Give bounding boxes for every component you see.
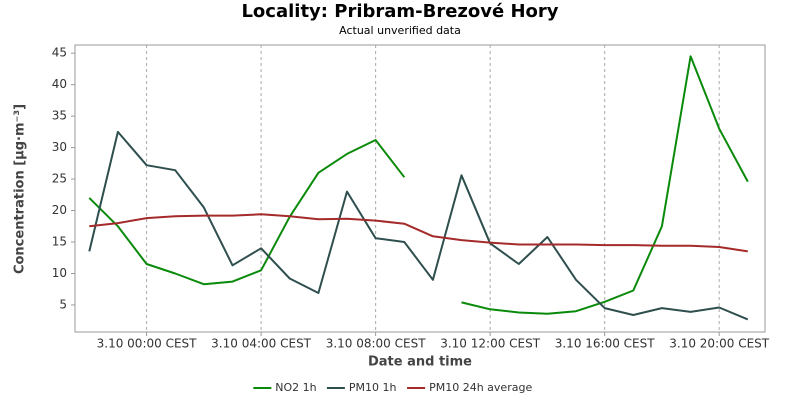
x-axis-label: Date and time	[368, 355, 472, 370]
y-tick-label: 20	[52, 203, 67, 217]
y-tick-label: 45	[52, 46, 67, 60]
y-tick-label: 30	[52, 140, 67, 154]
series-line	[88, 55, 749, 315]
y-tick-label: 25	[52, 172, 67, 186]
series-line	[89, 213, 748, 253]
y-tick-label: 5	[59, 297, 67, 311]
x-tick-label: 3.10 08:00 CEST	[326, 337, 427, 351]
legend-label: NO2 1h	[275, 381, 316, 394]
chart-title: Locality: Pribram-Brezové Hory	[241, 1, 558, 22]
x-tick-label: 3.10 20:00 CEST	[669, 337, 770, 351]
y-tick-label: 10	[52, 266, 67, 280]
x-tick-label: 3.10 16:00 CEST	[555, 337, 656, 351]
plot-area	[74, 44, 766, 333]
legend-label: PM10 1h	[349, 381, 397, 394]
chart-subtitle: Actual unverified data	[339, 24, 461, 37]
legend-label: PM10 24h average	[429, 381, 532, 394]
x-tick-label: 3.10 04:00 CEST	[211, 337, 312, 351]
series-line	[88, 130, 749, 321]
x-tick-label: 3.10 00:00 CEST	[97, 337, 198, 351]
y-axis-label: Concentration [µg·m⁻³]	[13, 104, 28, 274]
y-tick-label: 15	[52, 234, 67, 248]
x-tick-label: 3.10 12:00 CEST	[440, 337, 541, 351]
y-tick-label: 35	[52, 109, 67, 123]
y-tick-label: 40	[52, 77, 67, 91]
